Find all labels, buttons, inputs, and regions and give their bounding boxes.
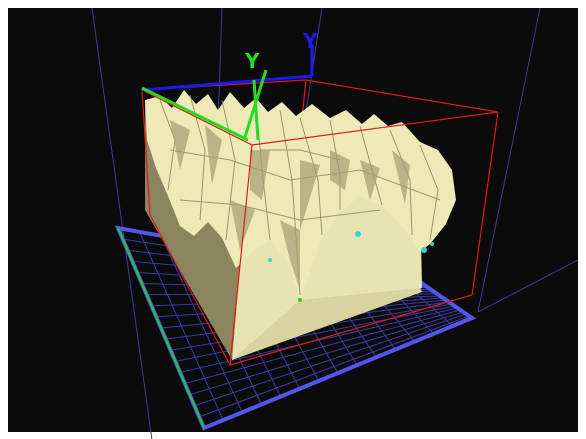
marker-point: [268, 258, 272, 262]
terrain-ridge: [179, 199, 381, 221]
terrain-crevice: [230, 200, 255, 250]
terrain-crevice: [250, 150, 270, 200]
bounding-box-front: [141, 89, 499, 366]
blue-axis-label: Y: [302, 29, 318, 53]
marker-point: [421, 247, 427, 253]
terrain-ridge: [299, 117, 323, 236]
data-markers: [268, 231, 434, 302]
terrain-ridge: [260, 149, 341, 161]
grid-line: [160, 235, 243, 413]
marker-point: [355, 231, 361, 237]
green-axis-slant: [242, 69, 268, 141]
terrain-crevice: [280, 220, 300, 290]
grid-edge-accent: [117, 227, 205, 429]
terrain-crevice: [170, 120, 190, 170]
green-axis-label: Y: [244, 49, 260, 73]
terrain-crevice: [205, 125, 222, 185]
terrain-front-shade: [232, 288, 422, 360]
grid-line: [139, 231, 224, 421]
green-axis-diagonal: [141, 86, 249, 142]
blue-axis-top-edge: [141, 74, 313, 92]
axes-gizmo[interactable]: Y Y: [141, 29, 318, 142]
terrain-ridge: [389, 129, 413, 236]
terrain-crevice: [330, 150, 350, 190]
terrain-surface: [145, 90, 456, 360]
marker-point: [298, 298, 302, 302]
terrain-crevice: [392, 150, 410, 205]
terrain-crevice: [300, 160, 320, 230]
terrain-crevice: [360, 160, 380, 200]
green-axis-vertical: [252, 79, 260, 141]
terrain-ridge: [419, 144, 439, 241]
terrain-ridge: [221, 99, 236, 241]
marker-point: [430, 242, 434, 246]
